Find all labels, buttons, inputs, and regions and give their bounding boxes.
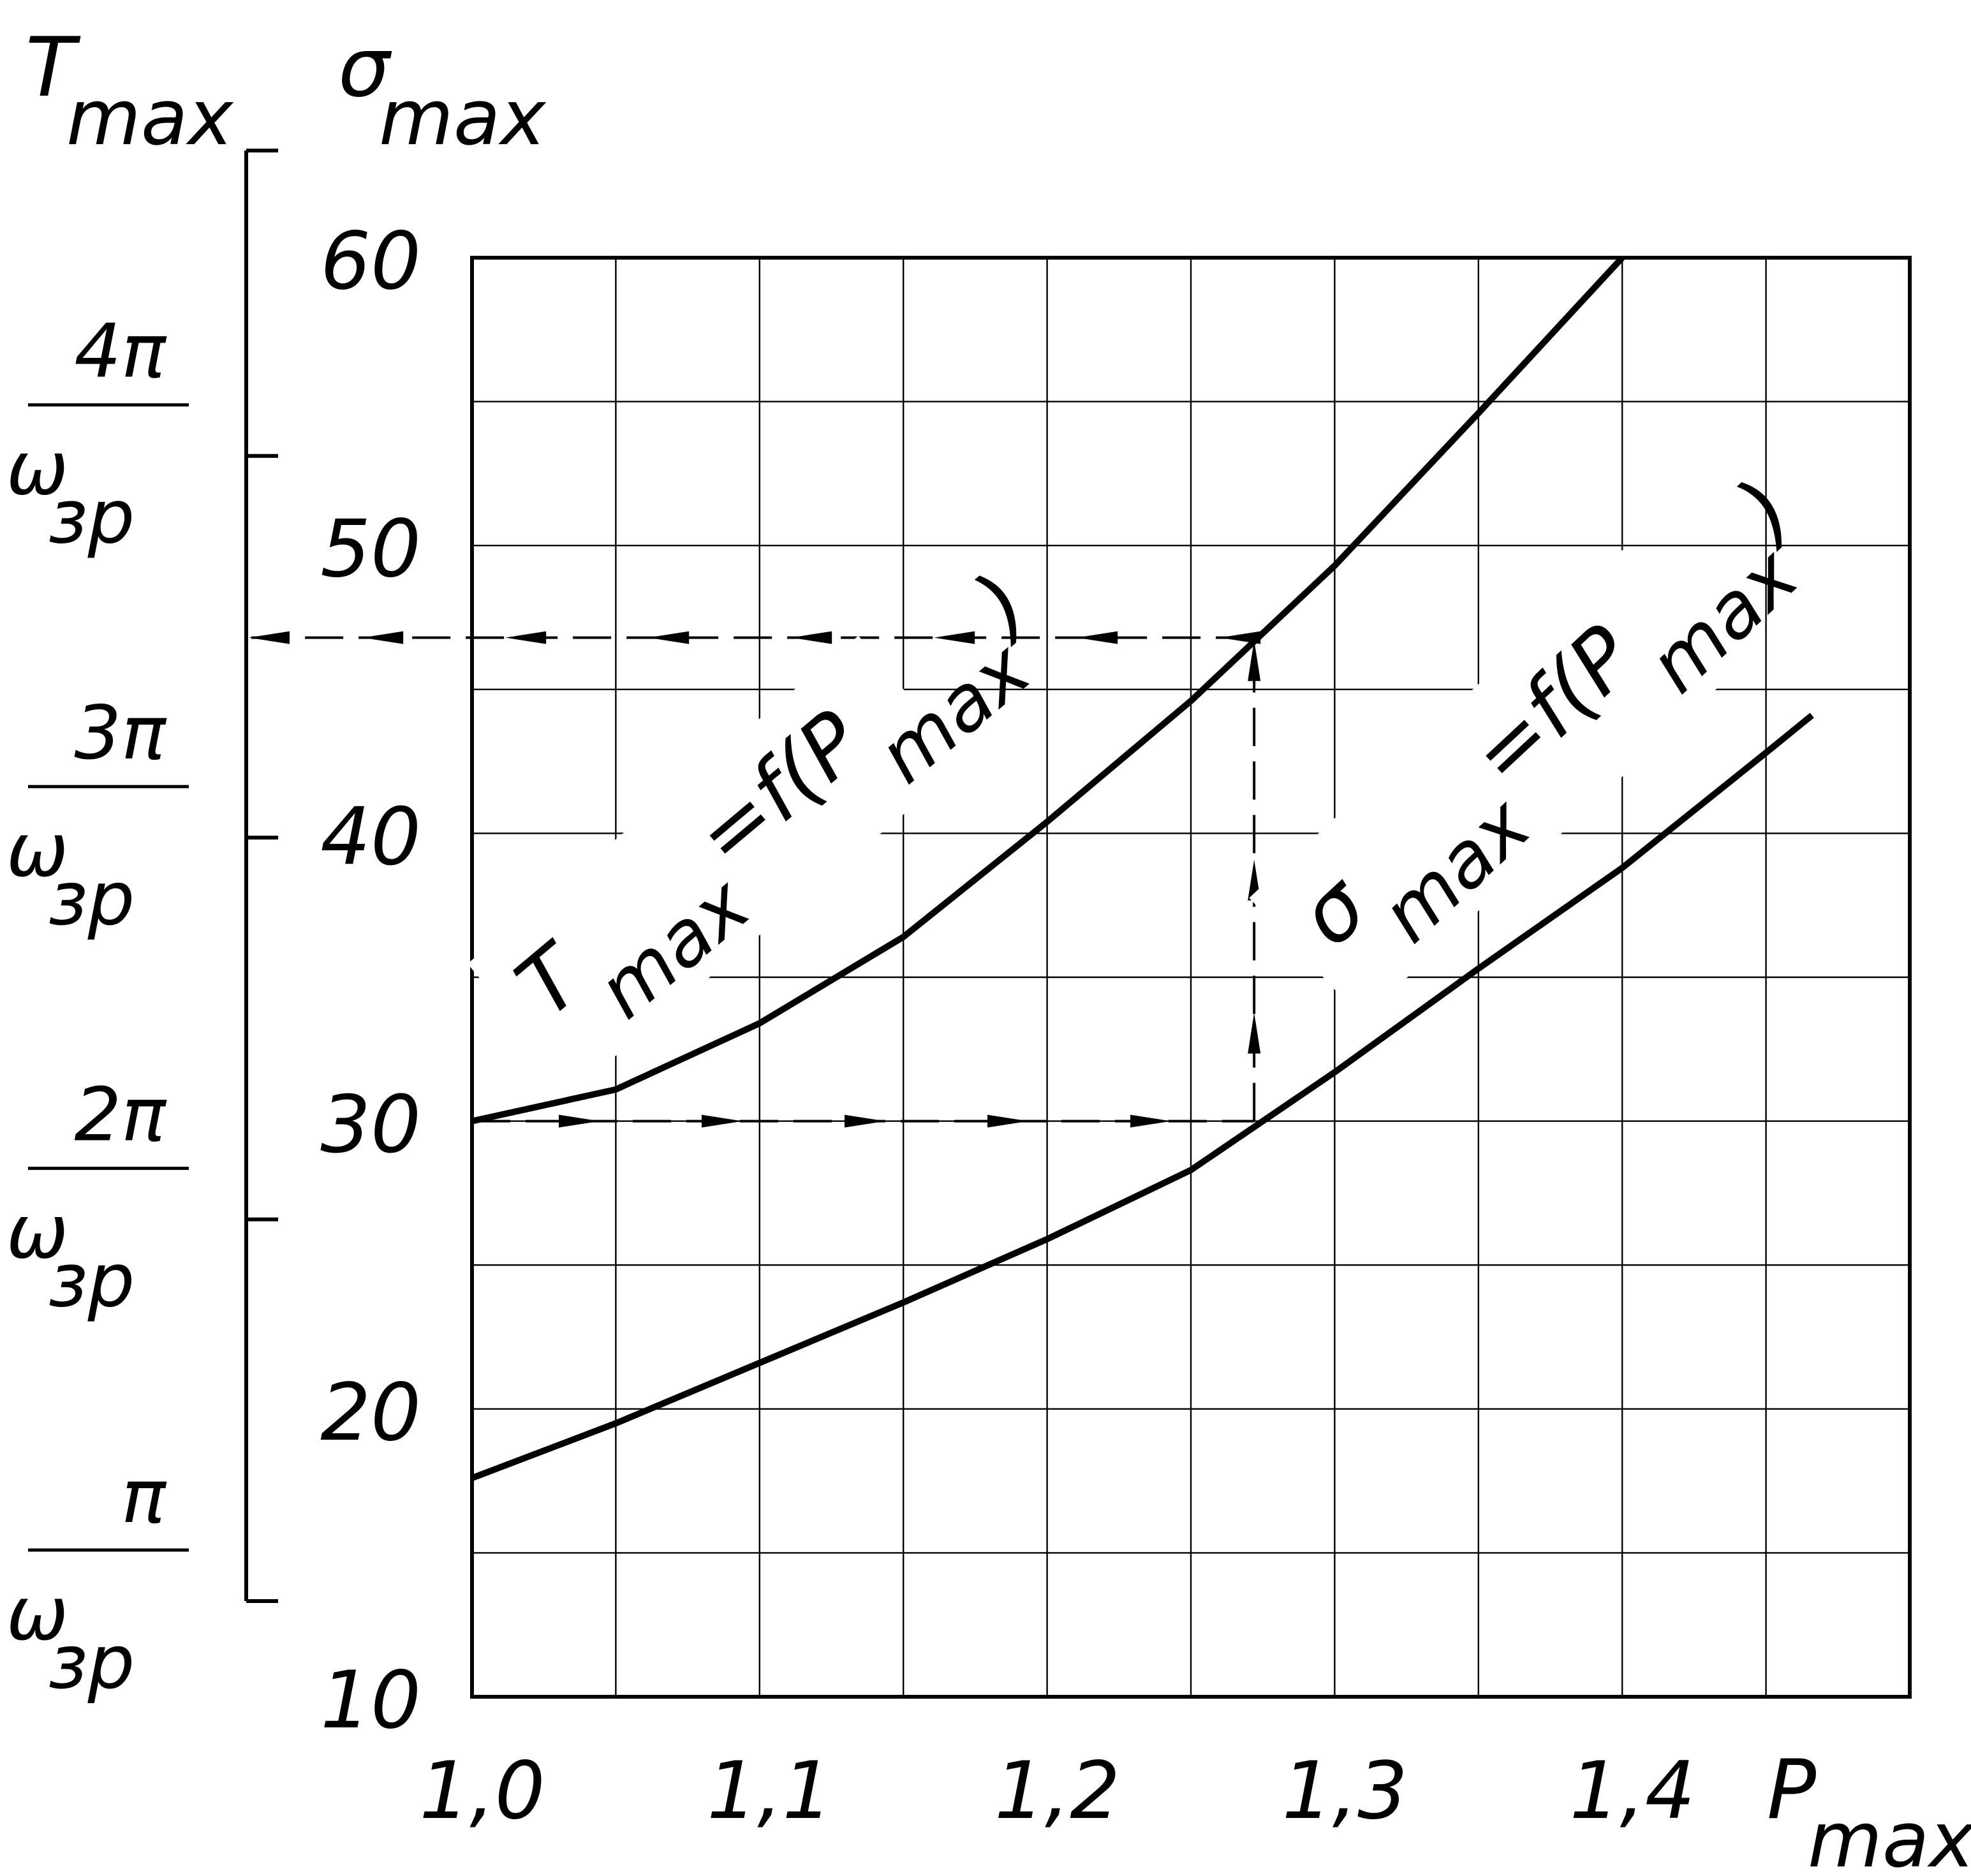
annotation: Tmax=f(Pmax) <box>499 554 1078 1074</box>
arrowhead <box>1248 1012 1261 1054</box>
y2-tick-unit: ω <box>6 1190 68 1276</box>
y2-tick-unit: ω <box>6 808 68 894</box>
arrowhead <box>1248 859 1261 901</box>
arrowhead <box>648 631 690 644</box>
x-axis-title: P <box>1767 1743 1816 1838</box>
y2-tick-label: 2π <box>74 1072 167 1158</box>
arrowhead <box>791 631 832 644</box>
annotation-bg <box>1249 549 1736 1019</box>
x-axis-title-sub: max <box>1808 1796 1971 1876</box>
y-axis-title-sub: max <box>379 74 547 163</box>
annotation: σmax=f(Pmax) <box>1280 461 1845 1001</box>
x-tick-label: 1,4 <box>1570 1745 1695 1837</box>
y2-tick-unit-sub: зр <box>48 475 135 561</box>
arrowhead <box>559 1114 600 1128</box>
x-tick-label: 1,1 <box>707 1745 832 1837</box>
y-tick-label: 20 <box>320 1367 421 1459</box>
y2-tick-label: 4π <box>74 309 167 395</box>
y2-axis-title: T <box>26 20 81 115</box>
y-tick-label: 60 <box>320 216 421 307</box>
y2-tick-label: 3π <box>74 690 167 776</box>
plot-frame <box>470 256 1912 1699</box>
y-tick-label: 50 <box>320 503 421 595</box>
y2-tick-unit-sub: зр <box>48 1238 135 1324</box>
arrowhead <box>702 1114 742 1128</box>
x-tick-label: 1,3 <box>1282 1745 1408 1837</box>
y2-tick-unit-sub: зр <box>48 856 135 942</box>
y-tick-label: 30 <box>320 1079 421 1171</box>
arrowhead <box>934 631 975 644</box>
arrowhead <box>1130 1114 1171 1128</box>
arrowhead <box>362 631 404 644</box>
y2-tick-unit: ω <box>6 426 68 512</box>
y2-tick-unit: ω <box>6 1571 68 1657</box>
y2-tick-label: π <box>121 1454 167 1540</box>
curve <box>471 255 1625 1125</box>
annotation-bg <box>467 635 965 1091</box>
arrowhead <box>987 1114 1028 1128</box>
y2-tick-unit-sub: зр <box>48 1620 135 1706</box>
arrowhead <box>505 631 547 644</box>
y-tick-label: 10 <box>320 1655 421 1747</box>
y-axis-title: σ <box>338 20 392 115</box>
y-tick-label: 40 <box>320 791 421 883</box>
curve <box>471 713 1814 1481</box>
arrowhead <box>1077 631 1118 644</box>
arrowhead <box>845 1114 885 1128</box>
arrowhead <box>249 631 290 644</box>
arrowhead <box>1248 640 1261 681</box>
x-tick-label: 1,0 <box>419 1745 545 1837</box>
y2-axis-title-sub: max <box>66 74 234 163</box>
x-tick-label: 1,2 <box>994 1745 1120 1837</box>
